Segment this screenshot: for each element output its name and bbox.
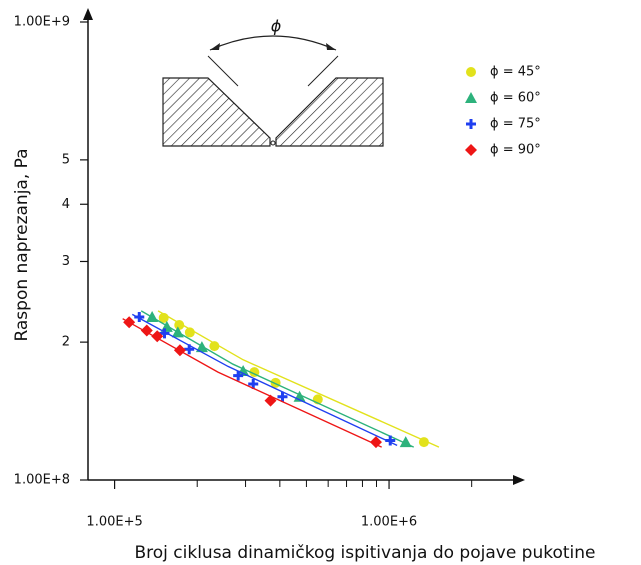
fit-line [157, 310, 440, 448]
point [146, 310, 159, 322]
point [369, 436, 382, 449]
legend-marker [465, 144, 477, 156]
x-axis-title: Broj ciklusa dinamičkog ispitivanja do p… [134, 543, 595, 563]
legend-label: ϕ = 60° [490, 91, 541, 106]
point [184, 344, 195, 355]
y-tick-label: 2 [62, 335, 70, 350]
point [277, 391, 288, 402]
point [237, 364, 250, 376]
point [209, 341, 220, 352]
point [264, 394, 277, 407]
legend-marker [466, 67, 476, 77]
x-arrow [513, 475, 525, 485]
point [418, 437, 429, 448]
point [184, 327, 195, 338]
y-axis-title: Raspon naprezanja, Pa [12, 148, 32, 341]
legend-label: ϕ = 45° [490, 65, 541, 80]
point [174, 319, 185, 330]
fit-line [131, 313, 398, 447]
point [151, 330, 164, 343]
angle-label: ϕ [271, 17, 282, 36]
fit-line [140, 310, 415, 448]
legend-label: ϕ = 90° [490, 143, 541, 158]
point [171, 326, 184, 338]
y-tick-label: 1.00E+8 [14, 473, 70, 488]
legend-marker [466, 119, 476, 129]
point [233, 370, 244, 381]
weld-diagram: ϕ [162, 17, 384, 147]
y-tick-label: 4 [62, 197, 70, 212]
point [173, 344, 186, 357]
point [248, 379, 259, 390]
y-tick-label: 3 [62, 254, 70, 269]
x-tick-label: 1.00E+6 [361, 515, 417, 530]
point [195, 341, 208, 353]
y-arrow [83, 8, 93, 20]
point [158, 312, 169, 323]
legend-marker [465, 92, 477, 103]
legend-label: ϕ = 75° [490, 117, 541, 132]
point [140, 324, 153, 337]
y-tick-label: 5 [62, 152, 70, 167]
y-tick-label: 1.00E+9 [14, 15, 70, 30]
point [385, 435, 396, 446]
point [159, 328, 170, 339]
point [134, 311, 145, 322]
x-tick-label: 1.00E+5 [86, 515, 142, 530]
point [123, 316, 136, 329]
point [399, 436, 412, 448]
